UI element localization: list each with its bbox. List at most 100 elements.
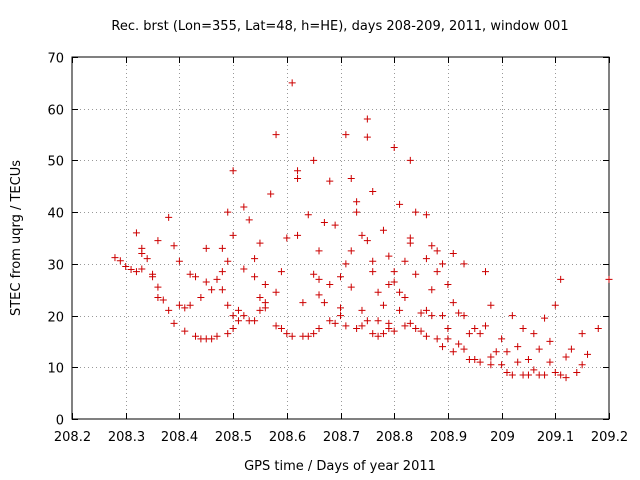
data-point — [363, 237, 371, 245]
data-point — [551, 301, 559, 309]
data-point — [428, 286, 436, 294]
data-point — [573, 368, 581, 376]
data-point — [181, 327, 189, 335]
data-point — [433, 268, 441, 276]
data-point — [277, 325, 285, 332]
y-tick-label: 20 — [47, 311, 64, 326]
data-point — [422, 332, 430, 340]
data-point — [390, 327, 398, 335]
data-point — [578, 361, 586, 369]
data-point — [251, 255, 259, 263]
y-tick-label: 60 — [47, 104, 64, 119]
data-point — [567, 345, 575, 353]
data-point — [224, 257, 232, 265]
data-point — [417, 309, 425, 317]
data-point — [460, 345, 468, 353]
data-point — [417, 327, 425, 335]
data-point — [277, 268, 285, 276]
data-point — [202, 244, 210, 252]
data-point — [439, 343, 447, 351]
data-point — [562, 353, 570, 361]
data-point — [353, 198, 361, 206]
data-point — [519, 325, 527, 332]
data-point — [320, 218, 328, 226]
data-point — [449, 348, 457, 356]
data-point — [385, 319, 393, 327]
data-point — [524, 371, 532, 379]
data-point — [455, 340, 463, 348]
data-point — [541, 371, 549, 379]
x-tick-label: 208.7 — [323, 430, 360, 445]
axis-ticks: 208.2 208.3 208.4 208.5 208.6 208.7 208.8 208.9… — [47, 52, 628, 446]
data-point — [412, 270, 420, 278]
x-tick-label: 208.6 — [269, 430, 306, 445]
data-point — [132, 268, 140, 276]
data-point — [358, 306, 366, 314]
data-point — [240, 203, 248, 211]
data-point — [111, 254, 119, 262]
data-point — [584, 350, 592, 358]
data-point — [186, 301, 194, 309]
data-point — [396, 200, 404, 208]
data-point — [487, 361, 495, 369]
data-point — [353, 208, 361, 216]
data-point — [218, 268, 226, 276]
data-point — [508, 312, 516, 320]
data-point — [347, 175, 355, 183]
y-tick-label: 0 — [56, 414, 64, 429]
data-point — [208, 286, 216, 294]
y-tick-label: 70 — [47, 52, 64, 67]
data-point — [503, 368, 511, 376]
x-tick-label: 208.2 — [54, 430, 91, 445]
data-point — [245, 216, 253, 224]
data-point — [240, 265, 248, 273]
data-point — [605, 275, 613, 283]
data-point — [422, 255, 430, 263]
data-point — [234, 306, 242, 314]
data-point — [428, 242, 436, 250]
data-point — [546, 337, 554, 345]
data-point — [186, 270, 194, 278]
y-tick-label: 30 — [47, 259, 64, 274]
data-point — [481, 268, 489, 276]
data-point — [310, 270, 318, 278]
data-point — [288, 79, 296, 87]
data-point — [149, 273, 157, 281]
data-point — [326, 317, 334, 325]
data-point — [412, 208, 420, 216]
y-tick-label: 10 — [47, 362, 64, 377]
data-point — [267, 190, 275, 198]
data-point — [514, 343, 522, 351]
data-point — [546, 358, 554, 366]
data-point — [170, 319, 178, 327]
data-point — [294, 175, 302, 183]
data-point — [116, 257, 124, 265]
data-point — [224, 330, 232, 338]
y-tick-label: 40 — [47, 207, 64, 222]
data-point — [213, 275, 221, 283]
data-point — [401, 257, 409, 265]
data-point — [138, 265, 146, 273]
data-point — [294, 167, 302, 175]
data-point — [272, 322, 280, 330]
data-point — [396, 306, 404, 314]
data-point — [358, 231, 366, 239]
data-point — [342, 131, 350, 139]
data-point — [165, 306, 173, 314]
data-point — [465, 330, 473, 338]
data-point — [562, 374, 570, 382]
data-point — [455, 309, 463, 317]
data-point — [224, 208, 232, 216]
data-point — [374, 317, 382, 325]
data-point — [396, 288, 404, 296]
x-tick-label: 208.9 — [430, 430, 467, 445]
data-point — [202, 278, 210, 286]
data-point — [530, 366, 538, 374]
data-point — [213, 332, 221, 340]
data-point — [508, 371, 516, 379]
plot-frame — [71, 56, 610, 420]
data-point — [374, 288, 382, 296]
data-point — [224, 301, 232, 309]
data-point — [358, 322, 366, 330]
